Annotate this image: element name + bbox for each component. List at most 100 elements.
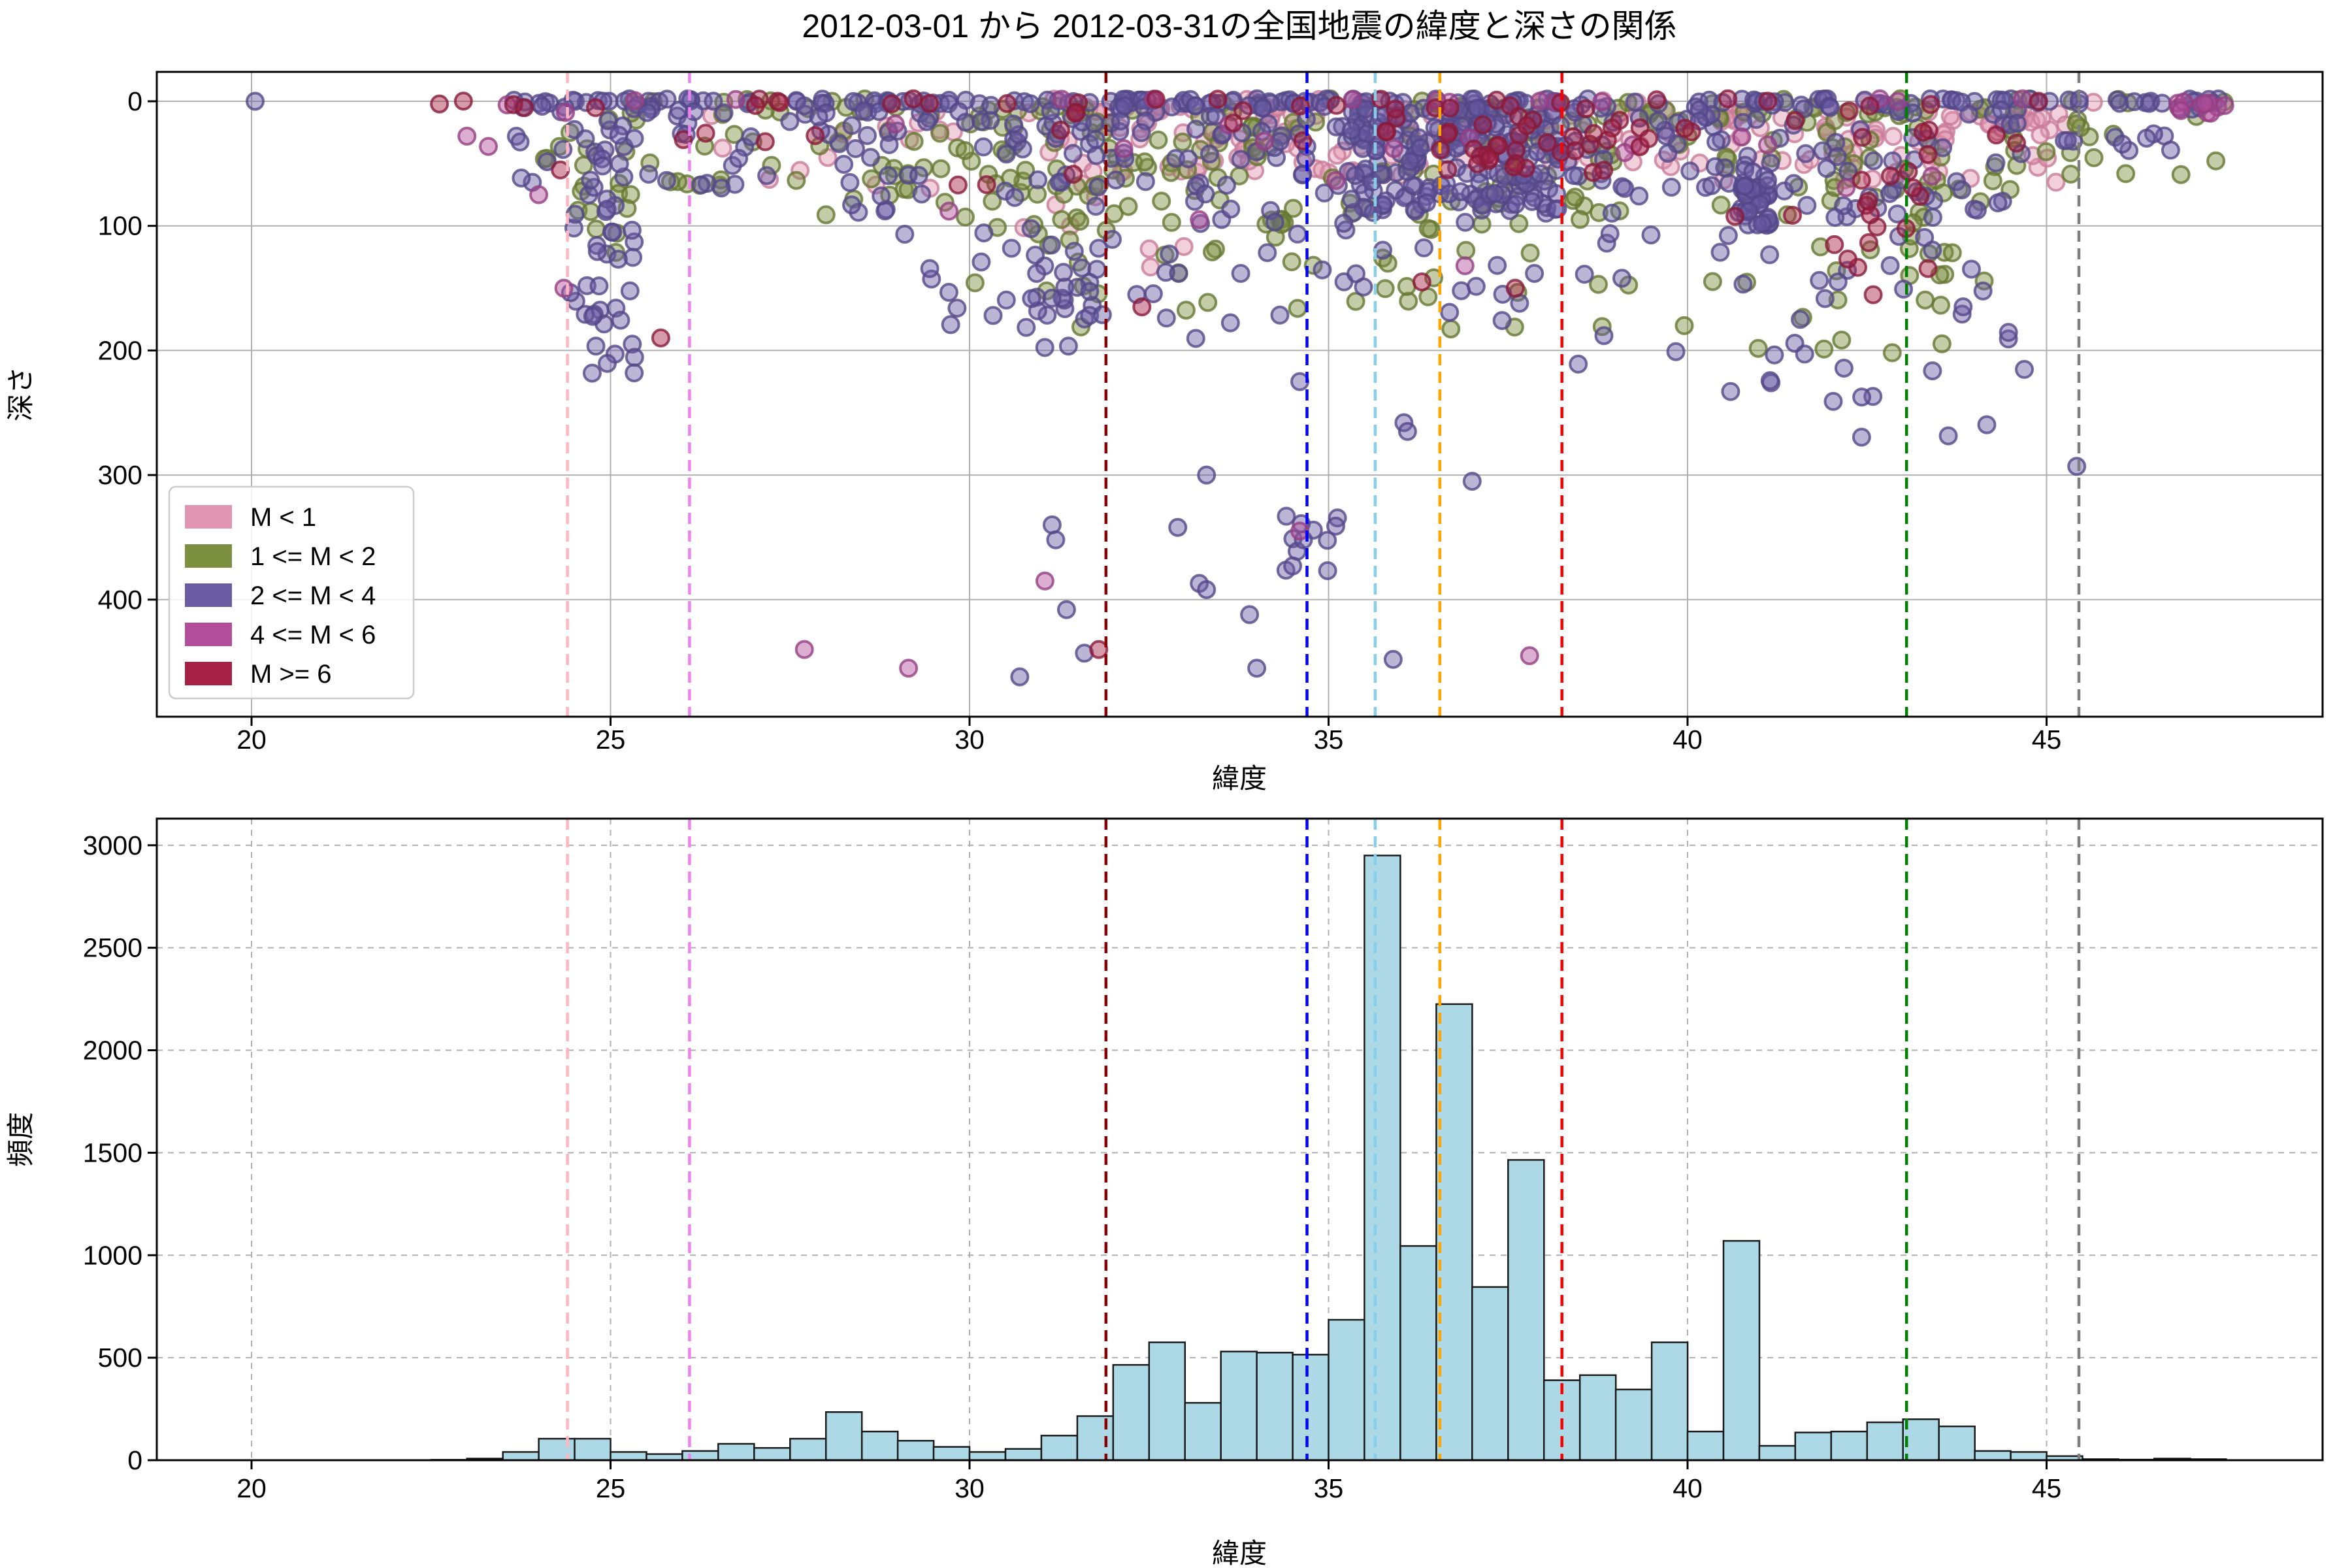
m-2-4-point [1217,176,1236,195]
m-1-2-point [1882,343,1902,363]
m-2-4-point [1277,506,1296,526]
scatter-xtick-label: 20 [237,725,267,755]
m-4-6-point [939,201,958,221]
m-2-4-point [1977,415,1997,434]
m-2-4-point [576,129,595,148]
histogram-bar [968,1451,1007,1462]
m-1-2-point [1942,243,1962,263]
histogram-bar [932,1446,971,1462]
m-1-2-point [1931,295,1950,315]
m-2-4-point [1200,106,1220,126]
m-lt-1-point [1884,127,1903,146]
m-2-4-point [2007,114,2027,133]
m-ge-6-point [1066,103,1085,123]
m-2-4-point [1258,243,1277,263]
legend-label: M < 1 [250,503,316,532]
m-ge-6-point [1489,135,1508,155]
histogram-bar [1256,1352,1294,1462]
m-2-4-point [840,172,860,192]
m-ge-6-point [1563,127,1583,146]
m-2-4-point [983,306,1003,325]
histogram-bar [825,1411,863,1462]
histogram-bar [1974,1450,2012,1462]
m-2-4-point [1247,659,1267,678]
m-2-4-point [623,248,643,267]
m-4-6-point [479,137,498,156]
m-2-4-point [1028,170,1048,189]
m-lt-1-point [1327,146,1347,165]
m-1-2-point [1016,161,1036,180]
m-2-4-point [1054,263,1073,282]
m-4-6-point [899,659,919,678]
m-2-4-point [589,276,609,296]
m-2-4-point [1810,270,1829,290]
m-2-4-point [1160,244,1179,264]
m-1-2-point [956,207,975,227]
m-ge-6-point [1064,165,1083,184]
m-ge-6-point [755,132,775,152]
m-1-2-point [621,185,640,204]
m-4-6-point [1530,91,1550,111]
m-2-4-point [593,156,612,176]
m-2-4-point [1021,94,1040,114]
m-2-4-point [1705,157,1725,176]
m-ge-6-point [770,93,789,112]
m-2-4-point [1828,272,1848,291]
histogram-bar [1686,1430,1725,1462]
m-2-4-point [834,155,854,174]
m-2-4-point [1938,426,1958,446]
m-ge-6-point [2029,91,2048,111]
m-1-2-point [1198,293,1218,312]
histogram-bar [538,1437,576,1462]
m-4-6-point [457,126,477,146]
m-2-4-point [1629,186,1649,206]
figure-title: 2012-03-01 から 2012-03-31の全国地震の緯度と深さの関係 [802,8,1676,44]
m-ge-6-point [1051,120,1070,140]
m-2-4-point [920,259,939,278]
m-2-4-point [1086,197,1105,216]
m-2-4-point [1063,144,1083,163]
m-ge-6-point [1825,235,1844,254]
m-2-4-point [1834,359,1854,378]
m-2-4-point [1721,382,1740,401]
scatter-spines [155,71,2324,718]
m-ge-6-point [586,98,605,118]
m-2-4-point [1397,421,1417,441]
m-2-4-point [875,201,895,221]
m-2-4-point [1021,219,1041,238]
m-2-4-point [1186,329,1205,348]
m-2-4-point [1005,188,1024,207]
m-2-4-point [586,336,606,356]
m-2-4-point [510,132,530,152]
histogram-bar [1866,1421,1904,1462]
m-1-2-point [930,123,950,143]
m-2-4-point [1820,97,1840,117]
m-2-4-point [1488,255,1507,275]
m-2-4-point [1440,302,1460,322]
m-4-6-point [529,185,549,204]
m-2-4-point [973,137,993,157]
m-2-4-point [1026,246,1045,265]
m-ge-6-point [1473,115,1493,135]
m-1-2-point [1418,219,1438,238]
legend-swatch [185,623,232,646]
m-1-2-point [1932,334,1952,353]
m-2-4-point [1414,238,1433,257]
m-2-4-point [725,174,745,194]
m-1-2-point [1176,301,1196,320]
m-2-4-point [1903,103,1923,123]
m-2-4-point [1220,313,1240,333]
m-2-4-point [941,315,960,335]
m-4-6-point [1455,256,1475,276]
m-2-4-point [1923,361,1942,381]
m-2-4-point [1933,138,1953,157]
m-2-4-point [1341,121,1361,140]
m-2-4-point [1037,305,1057,325]
m-4-6-point [794,640,814,659]
m-2-4-point [1092,305,1112,325]
scatter-ytick-label: 300 [98,460,142,490]
m-1-2-point [1152,191,1171,211]
m-2-4-point [625,129,644,148]
m-2-4-point [1103,229,1122,249]
m-2-4-point [1823,391,1843,411]
